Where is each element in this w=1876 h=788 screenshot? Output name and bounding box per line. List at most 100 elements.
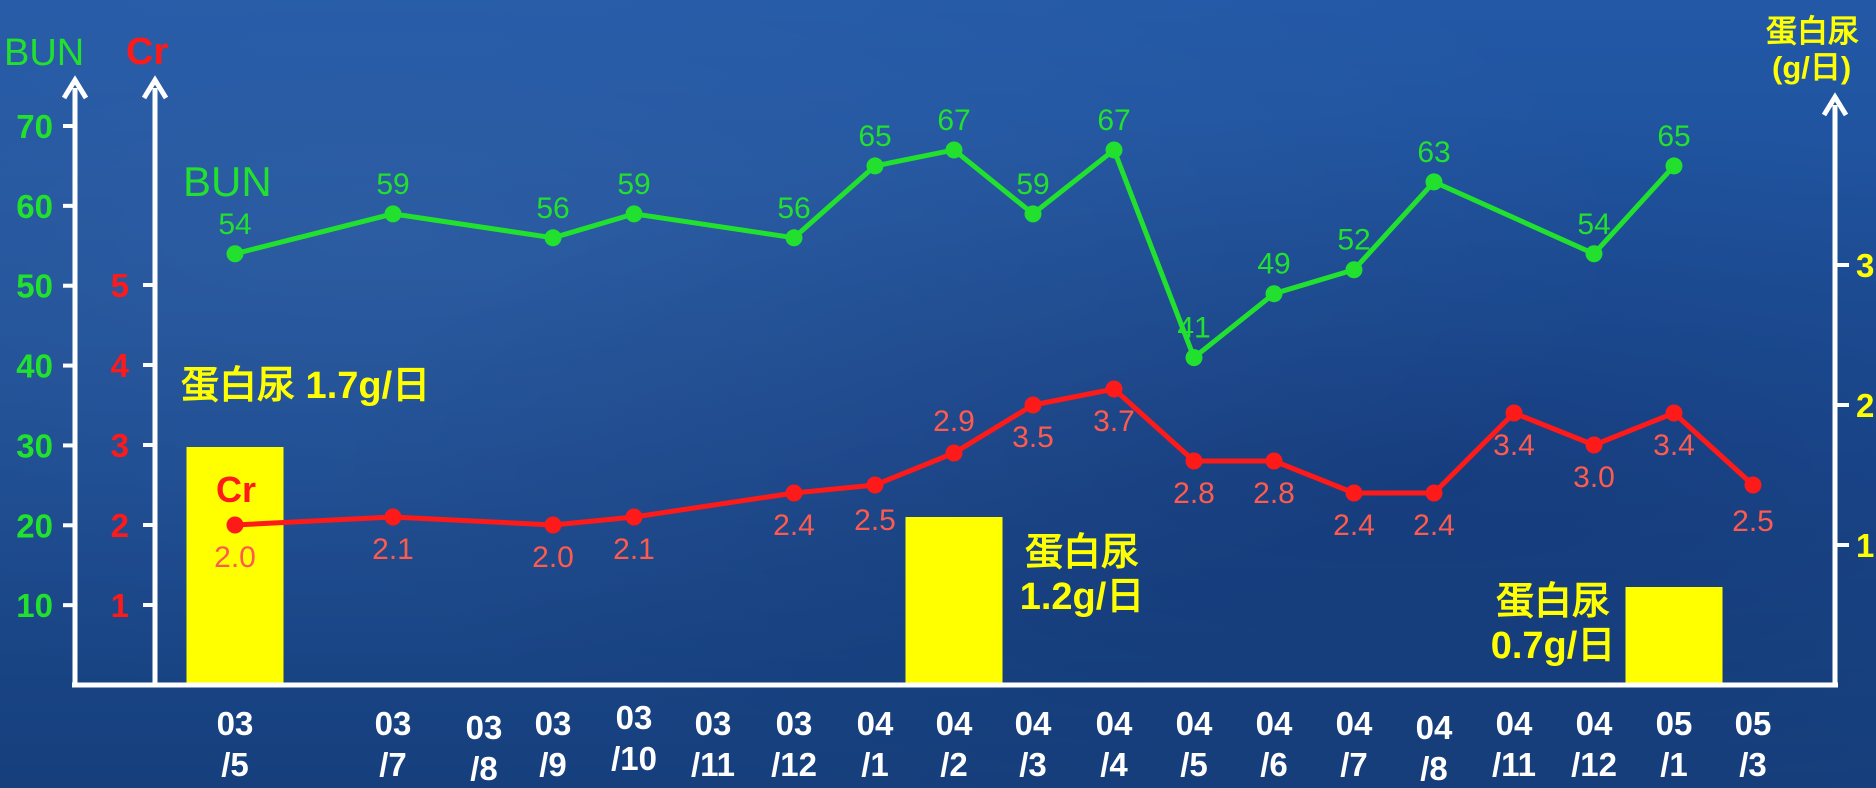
cr-point: [625, 508, 643, 526]
cr-series-name: Cr: [216, 469, 256, 510]
x-tick-label-line2: /8: [470, 750, 498, 787]
cr-data-label: 3.7: [1093, 405, 1135, 438]
x-tick-label-line2: /10: [611, 740, 657, 777]
cr-tick-label: 2: [111, 507, 129, 544]
cr-data-label: 2.4: [773, 509, 815, 542]
bun-data-label: 65: [858, 120, 891, 153]
cr-point: [945, 444, 963, 462]
cr-point: [1345, 484, 1363, 502]
x-tick-label-line2: /11: [691, 746, 735, 783]
x-tick-label-line2: /5: [1180, 746, 1208, 783]
bun-point: [226, 245, 244, 263]
x-tick-label-line1: 04: [857, 705, 894, 742]
bun-tick-label: 20: [16, 507, 53, 544]
cr-point: [1505, 404, 1523, 422]
bun-tick-label: 40: [16, 348, 53, 385]
x-tick-label-line2: /3: [1019, 746, 1047, 783]
cr-point: [1024, 396, 1042, 414]
series-lines: [226, 141, 1762, 534]
bun-tick-label: 30: [16, 427, 53, 464]
cr-point: [1265, 452, 1283, 470]
cr-tick-label: 3: [111, 427, 129, 464]
cr-data-label: 2.4: [1413, 509, 1455, 542]
x-tick-label-line1: 04: [936, 705, 973, 742]
bun-tick-label: 10: [16, 587, 53, 624]
cr-point: [785, 484, 803, 502]
protein-axis-arrow: [1821, 92, 1849, 117]
x-tick-label-line2: /12: [1571, 746, 1617, 783]
x-tick-label-line2: /9: [539, 746, 567, 783]
cr-data-label: 2.8: [1253, 477, 1295, 510]
x-tick-label-line2: /6: [1260, 746, 1288, 783]
bun-tick-label: 70: [16, 108, 53, 145]
bun-line: [234, 147, 1676, 361]
bun-axis-title: BUN: [4, 32, 84, 74]
x-tick-label-line1: 05: [1735, 705, 1772, 742]
bun-point: [1185, 349, 1203, 367]
protein-bar-label-line1: 蛋白尿: [1496, 581, 1610, 623]
x-tick-label-line1: 04: [1576, 705, 1613, 742]
x-tick-label-line1: 03: [776, 705, 813, 742]
cr-data-label: 2.8: [1173, 477, 1215, 510]
bun-tick-label: 50: [16, 268, 53, 305]
protein-tick-label: 1: [1856, 527, 1874, 564]
bun-data-label: 63: [1417, 136, 1450, 169]
x-tick-label-line2: /12: [771, 746, 817, 783]
bun-data-label: 49: [1257, 248, 1290, 281]
bun-series-name: BUN: [183, 158, 272, 205]
x-tick-label-line1: 03: [616, 699, 653, 736]
cr-axis-title: Cr: [126, 31, 168, 73]
x-tick-label-line2: /7: [1340, 746, 1368, 783]
protein-bar-label-line2: 1.2g/日: [1020, 576, 1145, 618]
bun-data-label: 59: [376, 168, 409, 201]
x-tick-label-line2: /3: [1739, 746, 1767, 783]
bun-tick-label: 60: [16, 188, 53, 225]
bun-point: [1585, 245, 1603, 263]
cr-data-label: 3.4: [1653, 429, 1695, 462]
x-tick-label-line1: 03: [535, 705, 572, 742]
cr-point: [866, 476, 884, 494]
cr-data-label: 3.0: [1573, 461, 1615, 494]
cr-data-label: 3.4: [1493, 429, 1535, 462]
x-tick-label-line1: 03: [375, 705, 412, 742]
cr-data-label: 2.9: [933, 405, 975, 438]
protein-axis-title: 蛋白尿: [1766, 14, 1859, 49]
cr-tick-label: 5: [111, 267, 129, 304]
bun-point: [544, 229, 562, 247]
bun-point: [1265, 285, 1283, 303]
cr-data-label: 2.0: [532, 541, 574, 574]
bun-point: [1024, 205, 1042, 223]
cr-data-label: 2.1: [372, 533, 414, 566]
bun-data-label: 67: [937, 104, 970, 137]
protein-bar-label: 蛋白尿 1.7g/日: [181, 365, 430, 407]
x-tick-label-line2: /8: [1420, 750, 1448, 787]
bun-point: [945, 141, 963, 159]
protein-axis-unit: (g/日): [1772, 50, 1851, 85]
protein-bar-05-1: [1625, 587, 1723, 685]
cr-data-label: 2.4: [1333, 509, 1375, 542]
cr-data-label: 2.0: [214, 541, 256, 574]
x-tick-label-line1: 04: [1176, 705, 1213, 742]
cr-point: [1105, 380, 1123, 398]
bun-point: [625, 205, 643, 223]
bun-data-label: 56: [536, 192, 569, 225]
cr-point: [1425, 484, 1443, 502]
cr-point: [1665, 404, 1683, 422]
protein-tick-label: 2: [1856, 387, 1874, 424]
x-tick-label-line1: 04: [1256, 705, 1293, 742]
protein-bars: [186, 447, 1723, 685]
x-tick-label-line1: 03: [217, 705, 254, 742]
x-tick-label-line2: /1: [1660, 746, 1688, 783]
cr-point: [226, 516, 244, 534]
bun-point: [1105, 141, 1123, 159]
bun-point: [384, 205, 402, 223]
bun-data-label: 52: [1337, 224, 1370, 257]
cr-data-label: 3.5: [1012, 421, 1054, 454]
bun-point: [1425, 173, 1443, 191]
x-tick-label-line2: /1: [861, 746, 889, 783]
protein-tick-label: 3: [1856, 247, 1874, 284]
x-tick-label-line1: 05: [1656, 705, 1693, 742]
